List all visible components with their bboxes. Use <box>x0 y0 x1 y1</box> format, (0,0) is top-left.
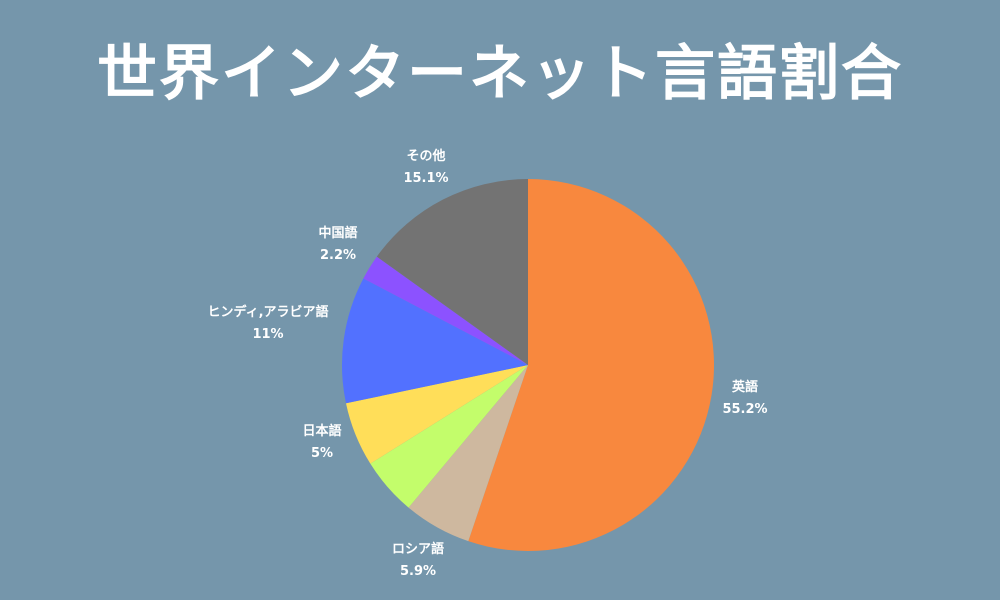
pie-slice-0 <box>468 179 714 551</box>
pie-slice-5 <box>363 256 528 365</box>
slice-value-label: 5.9% <box>400 564 436 579</box>
pie-slice-2 <box>370 365 528 508</box>
pie-slice-1 <box>408 365 528 542</box>
slice-name-label: 日本語 <box>302 423 341 439</box>
pie-slice-4 <box>341 278 528 404</box>
slice-name-label: 中国語 <box>318 225 357 241</box>
slice-name-label: ヒンディ,アラビア語 <box>207 304 328 320</box>
slice-value-label: 55.2% <box>722 402 767 417</box>
slice-value-label: 5% <box>311 446 333 461</box>
slice-name-label: その他 <box>406 148 445 164</box>
slice-value-label: 2.2% <box>320 248 356 263</box>
slice-name-label: ロシア語 <box>392 541 444 557</box>
slice-value-label: 15.1% <box>403 171 448 186</box>
slice-value-label: 11% <box>252 327 283 342</box>
pie-slice-6 <box>376 179 528 365</box>
slice-name-label: 英語 <box>731 379 758 395</box>
pie-labels: 英語 55.2% ロシア語 5.9% 日本語 5% ヒンディ,アラビア語 11% 中国語 2.2%… <box>207 148 767 579</box>
pie-slice-3 <box>345 365 528 464</box>
pie-slices <box>341 179 714 551</box>
chart-title: 世界インターネット言語割合 <box>97 39 903 109</box>
